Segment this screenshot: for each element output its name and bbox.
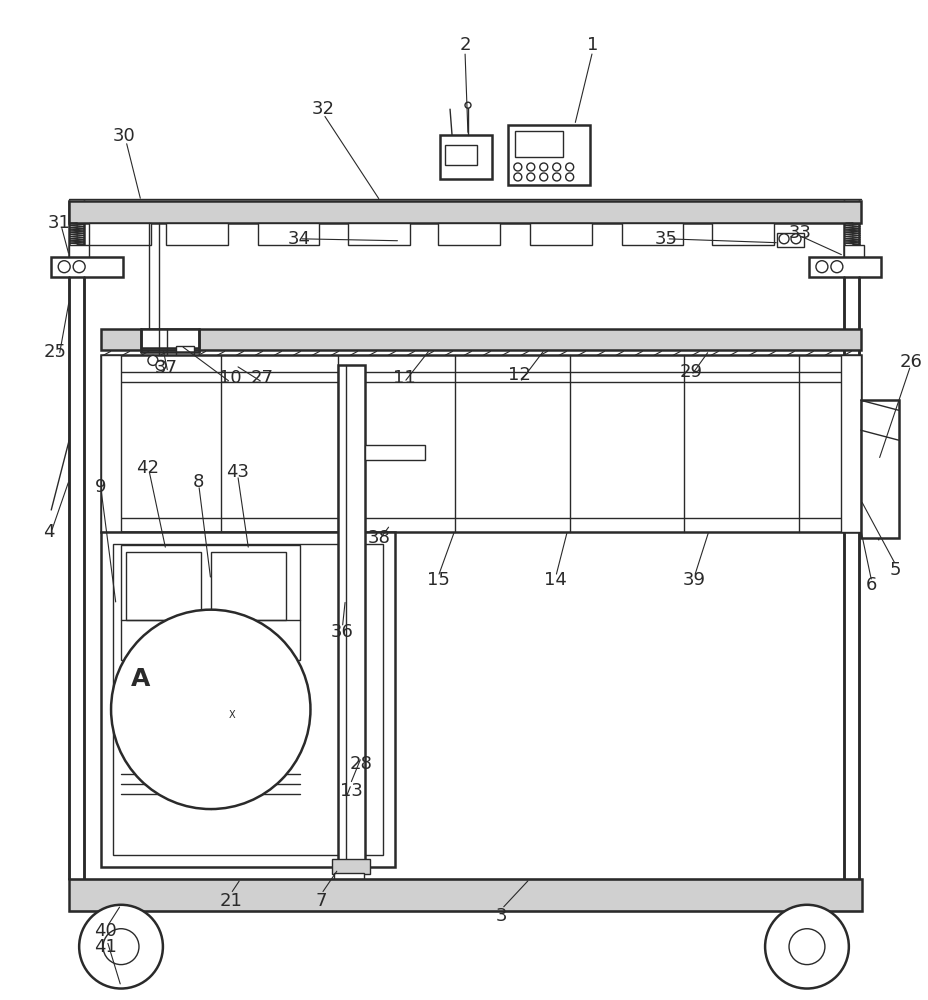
Bar	[621, 223, 683, 245]
Bar	[529, 223, 591, 245]
Text: 6: 6	[865, 576, 877, 594]
Circle shape	[526, 163, 535, 171]
Text: 26: 26	[898, 353, 922, 371]
Circle shape	[58, 261, 71, 273]
Text: 21: 21	[219, 892, 242, 910]
Text: 28: 28	[350, 755, 372, 773]
Bar	[51, 257, 122, 277]
Bar	[712, 223, 773, 245]
Bar	[113, 544, 383, 855]
Text: X: X	[228, 710, 235, 720]
Bar	[840, 355, 860, 532]
Text: 36: 36	[330, 623, 354, 641]
Bar	[440, 135, 492, 179]
Circle shape	[815, 261, 827, 273]
Circle shape	[526, 173, 535, 181]
Text: 14: 14	[544, 571, 567, 589]
Bar	[121, 545, 300, 660]
Text: 30: 30	[112, 127, 135, 145]
Text: 3: 3	[496, 907, 507, 925]
Text: 25: 25	[44, 343, 67, 361]
Bar	[69, 245, 89, 259]
Circle shape	[539, 173, 548, 181]
Text: 43: 43	[226, 463, 249, 481]
Circle shape	[830, 261, 842, 273]
Text: 33: 33	[788, 224, 811, 242]
Bar	[843, 245, 863, 259]
Bar	[166, 223, 227, 245]
Circle shape	[539, 163, 548, 171]
Bar	[508, 125, 589, 185]
Circle shape	[765, 905, 848, 989]
Text: 5: 5	[889, 561, 900, 579]
Text: 4: 4	[44, 523, 55, 541]
Text: 13: 13	[340, 782, 363, 800]
Text: 34: 34	[288, 230, 311, 248]
Bar	[348, 223, 410, 245]
Bar	[776, 233, 803, 247]
Bar	[334, 873, 364, 887]
Bar	[860, 400, 897, 538]
Bar	[211, 552, 285, 620]
Bar	[175, 346, 194, 362]
Circle shape	[552, 173, 561, 181]
Text: 2: 2	[458, 36, 470, 54]
Text: 38: 38	[367, 529, 391, 547]
Bar	[334, 887, 364, 899]
Text: 8: 8	[193, 473, 204, 491]
Circle shape	[111, 610, 310, 809]
Bar	[101, 329, 860, 350]
Bar	[808, 257, 880, 277]
Bar	[438, 223, 499, 245]
Circle shape	[513, 173, 522, 181]
Text: 42: 42	[136, 459, 160, 477]
Circle shape	[148, 355, 158, 365]
Circle shape	[465, 102, 470, 108]
Text: 41: 41	[94, 938, 116, 956]
Bar	[514, 131, 562, 157]
Text: 1: 1	[586, 36, 598, 54]
Text: 35: 35	[654, 230, 677, 248]
Text: 32: 32	[312, 100, 335, 118]
Bar	[101, 355, 121, 532]
Bar	[338, 365, 365, 864]
Bar	[126, 552, 200, 620]
Text: 10: 10	[219, 369, 242, 387]
Bar	[257, 223, 319, 245]
Bar	[226, 706, 240, 724]
Circle shape	[156, 360, 166, 370]
Circle shape	[513, 163, 522, 171]
Circle shape	[565, 163, 574, 171]
Circle shape	[779, 234, 788, 244]
Circle shape	[788, 929, 824, 965]
Text: 29: 29	[679, 363, 702, 381]
Bar	[200, 709, 223, 721]
Text: 27: 27	[251, 369, 274, 387]
Text: 12: 12	[508, 366, 531, 384]
Circle shape	[73, 261, 85, 273]
Bar	[332, 859, 370, 874]
Text: 39: 39	[682, 571, 705, 589]
Text: A: A	[131, 667, 150, 691]
Circle shape	[565, 173, 574, 181]
Bar	[141, 329, 199, 348]
Bar	[445, 145, 476, 165]
Bar	[89, 223, 150, 245]
Text: 15: 15	[426, 571, 449, 589]
Text: 9: 9	[96, 478, 107, 496]
Text: 37: 37	[154, 359, 177, 377]
Bar	[101, 355, 860, 532]
Bar	[69, 201, 860, 223]
Text: 7: 7	[316, 892, 327, 910]
Bar	[69, 879, 861, 911]
Bar	[101, 532, 394, 867]
Bar	[365, 445, 425, 460]
Circle shape	[790, 234, 800, 244]
Circle shape	[103, 929, 139, 965]
Text: 40: 40	[94, 922, 116, 940]
Circle shape	[552, 163, 561, 171]
Text: 11: 11	[393, 369, 415, 387]
Text: 31: 31	[47, 214, 71, 232]
Circle shape	[79, 905, 162, 989]
